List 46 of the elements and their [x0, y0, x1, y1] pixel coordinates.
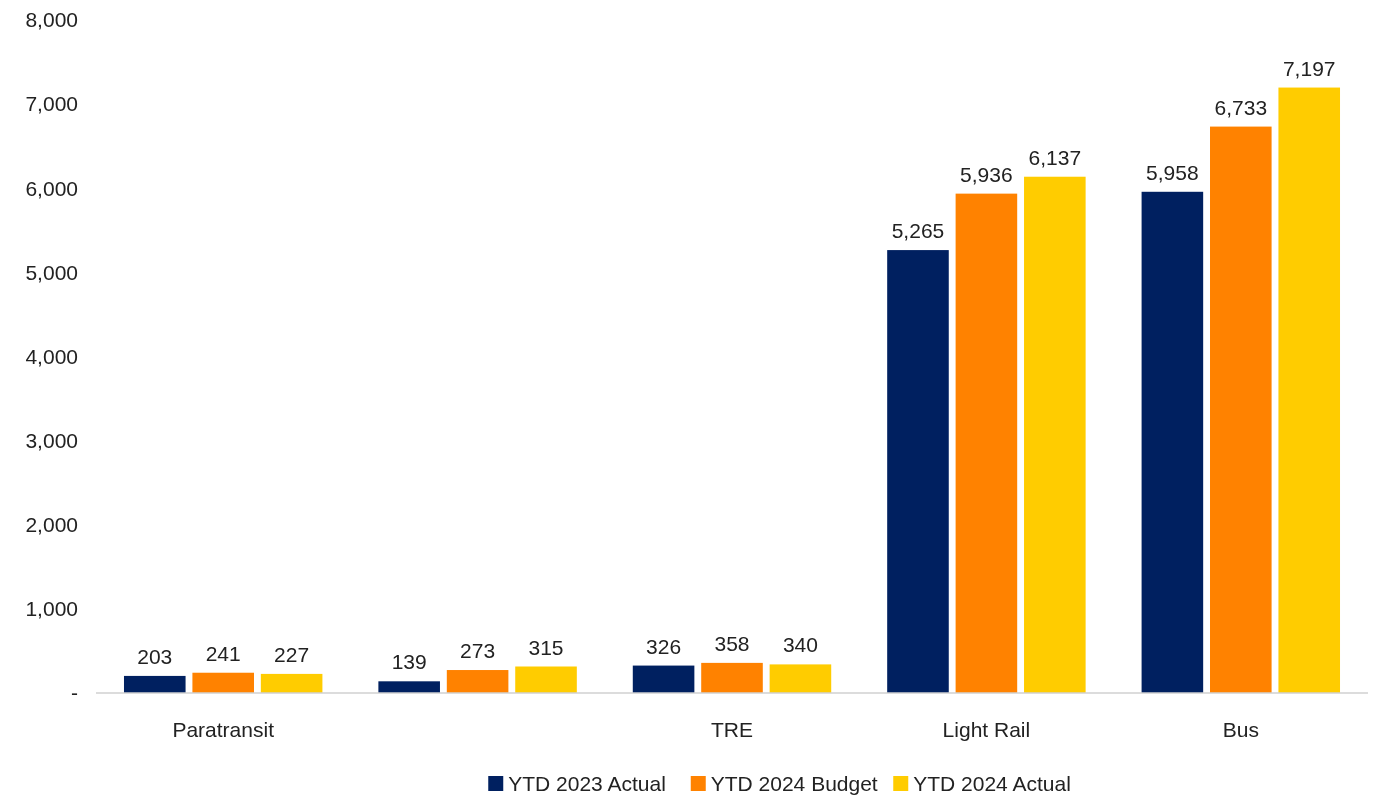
bar [769, 664, 832, 693]
x-tick-label: TRE [711, 718, 753, 741]
data-label: 5,958 [1146, 160, 1199, 184]
bar [1210, 126, 1272, 693]
data-label: 358 [714, 631, 750, 655]
bar [955, 193, 1018, 693]
y-tick-label: 3,000 [25, 428, 78, 452]
data-label: 340 [782, 633, 818, 657]
bar [446, 670, 509, 693]
y-tick-label: 2,000 [25, 513, 78, 537]
data-label: 227 [274, 642, 310, 666]
bar [515, 666, 577, 693]
x-tick-label: Bus [1222, 718, 1259, 741]
data-label: 139 [391, 650, 427, 674]
y-tick-label: 7,000 [25, 92, 78, 116]
data-label: 315 [528, 635, 564, 659]
x-tick-label: Paratransit [172, 718, 275, 741]
y-tick-label: 1,000 [25, 597, 78, 621]
bar [701, 662, 763, 693]
bar [378, 681, 440, 693]
data-label: 203 [137, 644, 173, 668]
bar [260, 673, 323, 693]
legend-label: YTD 2024 Actual [913, 772, 1071, 795]
data-label: 326 [646, 634, 682, 658]
legend-label: YTD 2023 Actual [508, 772, 666, 795]
y-tick-label: 6,000 [25, 176, 78, 200]
data-label: 241 [205, 641, 241, 665]
bar [1278, 87, 1341, 693]
y-tick-label: 4,000 [25, 344, 78, 368]
bar [632, 665, 695, 693]
data-label: 6,733 [1214, 95, 1268, 119]
bar [192, 672, 254, 693]
bar [123, 675, 186, 693]
data-label: 7,197 [1282, 56, 1336, 80]
y-tick-label: 8,000 [25, 8, 78, 32]
legend-label: YTD 2024 Budget [710, 772, 878, 795]
bar [887, 250, 949, 693]
bar [1024, 176, 1086, 693]
data-label: 273 [460, 639, 496, 663]
x-tick-label: Light Rail [942, 718, 1031, 741]
data-label: 5,936 [960, 162, 1013, 186]
data-label: 5,265 [891, 219, 945, 243]
y-tick-label: - [71, 681, 78, 705]
bar [1141, 191, 1204, 693]
data-label: 6,137 [1028, 145, 1082, 169]
y-tick-label: 5,000 [25, 260, 78, 284]
